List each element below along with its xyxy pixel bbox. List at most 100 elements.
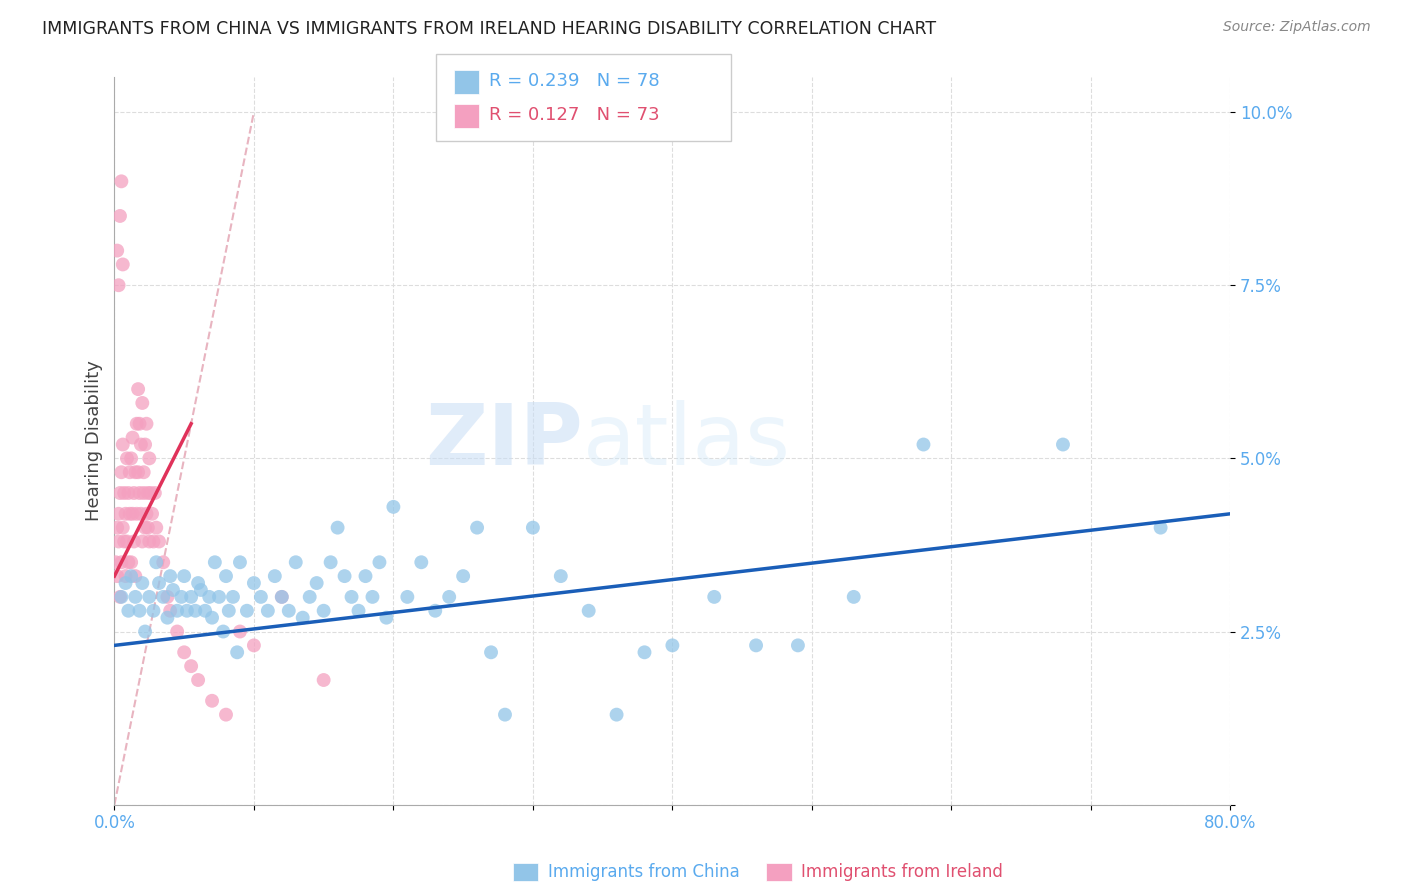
Point [108,486,131,500]
Point [138,451,160,466]
Point [110,174,132,188]
Point [229,555,252,569]
Point [162,582,184,597]
Point [479,645,502,659]
Point [745,639,768,653]
Point [787,639,810,653]
Point [912,437,935,451]
Point [187,576,209,591]
Point [114,507,136,521]
Point [298,590,321,604]
Point [131,534,153,549]
Point [111,437,134,451]
Point [190,582,212,597]
Point [166,604,188,618]
Point [173,645,195,659]
Point [107,278,129,293]
Point [115,451,138,466]
Point [170,590,193,604]
Point [222,590,245,604]
Point [184,604,207,618]
Point [121,431,143,445]
Point [218,604,240,618]
Point [437,590,460,604]
Point [194,604,217,618]
Point [134,521,156,535]
Point [368,555,391,569]
Text: Immigrants from China: Immigrants from China [548,863,740,881]
Point [187,673,209,687]
Point [333,569,356,583]
Point [201,694,224,708]
Point [236,604,259,618]
Point [215,707,238,722]
Point [152,590,174,604]
Point [111,257,134,271]
Point [319,555,342,569]
Point [411,555,433,569]
Point [132,486,155,500]
Point [451,569,474,583]
Point [111,521,134,535]
Text: Source: ZipAtlas.com: Source: ZipAtlas.com [1223,20,1371,34]
Point [148,534,170,549]
Point [522,521,544,535]
Point [112,486,135,500]
Point [465,521,488,535]
Text: atlas: atlas [583,400,792,483]
Point [145,555,167,569]
Point [105,521,128,535]
Point [152,555,174,569]
Point [277,604,299,618]
Point [291,610,314,624]
Point [229,624,252,639]
Point [270,590,292,604]
Point [138,534,160,549]
Point [661,639,683,653]
Point [129,437,152,451]
Point [128,486,150,500]
Point [128,604,150,618]
Point [120,555,142,569]
Point [139,486,162,500]
Point [159,569,181,583]
Point [108,590,131,604]
Point [312,604,335,618]
Point [118,465,141,479]
Text: R = 0.239   N = 78: R = 0.239 N = 78 [489,72,659,90]
Point [326,521,349,535]
Point [125,507,148,521]
Point [135,507,157,521]
Point [494,707,516,722]
Point [121,507,143,521]
Point [117,486,139,500]
Point [125,417,148,431]
Point [132,465,155,479]
Point [120,451,142,466]
Point [382,500,405,514]
Text: Immigrants from Ireland: Immigrants from Ireland [801,863,1004,881]
Point [105,244,128,258]
Point [156,610,179,624]
Point [124,569,146,583]
Point [198,590,221,604]
Point [110,465,132,479]
Text: R = 0.127   N = 73: R = 0.127 N = 73 [489,106,659,124]
Point [250,590,273,604]
Point [305,576,328,591]
Point [128,417,150,431]
Point [129,507,152,521]
Point [122,534,145,549]
Point [120,569,142,583]
Point [145,521,167,535]
Point [703,590,725,604]
Point [180,590,202,604]
Point [141,507,163,521]
Point [143,486,166,500]
Point [1052,437,1074,451]
Point [166,624,188,639]
Point [114,569,136,583]
Point [107,534,129,549]
Point [361,590,384,604]
Point [396,590,419,604]
